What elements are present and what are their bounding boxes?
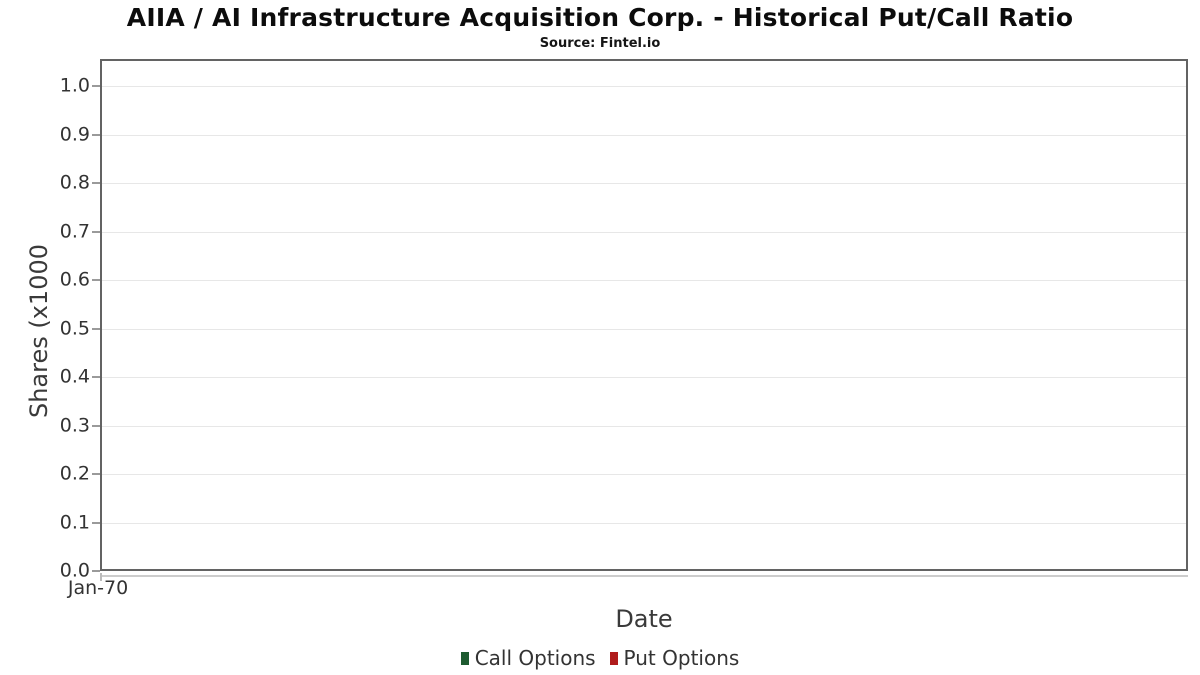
y-tick-mark: [92, 279, 100, 281]
y-tick-mark: [92, 376, 100, 378]
gridline: [102, 183, 1186, 184]
y-tick-mark: [92, 570, 100, 572]
gridline: [102, 474, 1186, 475]
chart-legend: Call Options Put Options: [0, 646, 1200, 670]
x-axis-title: Date: [615, 605, 673, 633]
gridline: [102, 86, 1186, 87]
y-axis-title: Shares (x1000: [25, 243, 53, 419]
y-tick-mark: [92, 327, 100, 330]
legend-item-call-options[interactable]: Call Options: [460, 646, 596, 670]
chart-source-label: Source: Fintel.io: [539, 36, 661, 51]
chart-title: AIIA / AI Infrastructure Acquisition Cor…: [126, 3, 1074, 32]
y-tick-label: 0.3: [59, 414, 90, 437]
plot-area: [100, 59, 1188, 571]
legend-label: Put Options: [623, 646, 740, 670]
gridline: [102, 425, 1186, 427]
y-tick-mark: [92, 230, 100, 233]
y-tick-label: 0.1: [59, 511, 90, 534]
gridline: [102, 280, 1186, 281]
gridline: [102, 328, 1186, 330]
y-tick-label: 0.0: [59, 559, 90, 582]
y-tick-label: 0.9: [59, 123, 90, 146]
x-tick-label: Jan-70: [67, 577, 129, 599]
x-tick-mark: [100, 573, 102, 581]
y-tick-mark: [92, 182, 100, 184]
legend-swatch: [609, 651, 618, 665]
y-tick-label: 0.6: [59, 268, 90, 291]
gridline: [102, 522, 1186, 524]
y-tick-label: 1.0: [59, 74, 90, 97]
y-tick-label: 0.2: [59, 462, 90, 485]
gridline: [102, 134, 1186, 136]
gridline: [102, 231, 1186, 233]
y-tick-label: 0.7: [59, 220, 90, 243]
legend-swatch: [460, 651, 469, 665]
y-tick-label: 0.8: [59, 171, 90, 194]
y-tick-mark: [92, 424, 100, 427]
y-tick-mark: [92, 85, 100, 87]
y-tick-label: 0.5: [59, 317, 90, 340]
y-tick-mark: [92, 473, 100, 475]
legend-label: Call Options: [474, 646, 596, 670]
y-tick-mark: [92, 521, 100, 524]
gridline: [102, 377, 1186, 378]
legend-item-put-options[interactable]: Put Options: [609, 646, 740, 670]
x-axis-line: [100, 575, 1188, 577]
y-tick-label: 0.4: [59, 365, 90, 388]
y-tick-mark: [92, 133, 100, 136]
